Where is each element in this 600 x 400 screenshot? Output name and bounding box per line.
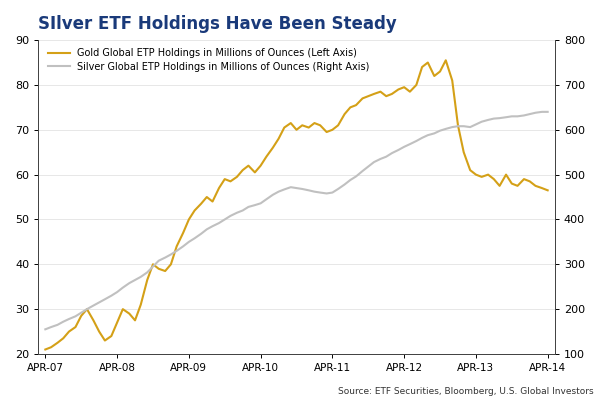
Silver Global ETP Holdings in Millions of Ounces (Right Axis) bbox=[293, 186, 300, 190]
Gold Global ETP Holdings in Millions of Ounces (Left Axis) bbox=[191, 208, 198, 213]
Silver Global ETP Holdings in Millions of Ounces (Right Axis) bbox=[197, 232, 205, 236]
Silver Global ETP Holdings in Millions of Ounces (Right Axis) bbox=[538, 110, 545, 114]
Silver Global ETP Holdings in Millions of Ounces (Right Axis) bbox=[544, 110, 551, 114]
Line: Gold Global ETP Holdings in Millions of Ounces (Left Axis): Gold Global ETP Holdings in Millions of … bbox=[46, 60, 548, 350]
Line: Silver Global ETP Holdings in Millions of Ounces (Right Axis): Silver Global ETP Holdings in Millions o… bbox=[46, 112, 548, 329]
Silver Global ETP Holdings in Millions of Ounces (Right Axis) bbox=[191, 236, 198, 241]
Text: SIlver ETF Holdings Have Been Steady: SIlver ETF Holdings Have Been Steady bbox=[38, 15, 397, 33]
Gold Global ETP Holdings in Millions of Ounces (Left Axis) bbox=[197, 201, 205, 206]
Silver Global ETP Holdings in Millions of Ounces (Right Axis) bbox=[215, 221, 223, 226]
Gold Global ETP Holdings in Millions of Ounces (Left Axis) bbox=[442, 58, 449, 63]
Text: Source: ETF Securities, Bloomberg, U.S. Global Investors: Source: ETF Securities, Bloomberg, U.S. … bbox=[338, 387, 594, 396]
Gold Global ETP Holdings in Millions of Ounces (Left Axis) bbox=[293, 127, 300, 132]
Gold Global ETP Holdings in Millions of Ounces (Left Axis) bbox=[520, 177, 527, 182]
Gold Global ETP Holdings in Millions of Ounces (Left Axis) bbox=[125, 311, 133, 316]
Gold Global ETP Holdings in Millions of Ounces (Left Axis) bbox=[544, 188, 551, 193]
Silver Global ETP Holdings in Millions of Ounces (Right Axis) bbox=[42, 327, 49, 332]
Gold Global ETP Holdings in Millions of Ounces (Left Axis) bbox=[215, 186, 223, 190]
Legend: Gold Global ETP Holdings in Millions of Ounces (Left Axis), Silver Global ETP Ho: Gold Global ETP Holdings in Millions of … bbox=[48, 48, 370, 72]
Silver Global ETP Holdings in Millions of Ounces (Right Axis) bbox=[125, 281, 133, 286]
Silver Global ETP Holdings in Millions of Ounces (Right Axis) bbox=[514, 114, 521, 119]
Gold Global ETP Holdings in Millions of Ounces (Left Axis) bbox=[42, 347, 49, 352]
